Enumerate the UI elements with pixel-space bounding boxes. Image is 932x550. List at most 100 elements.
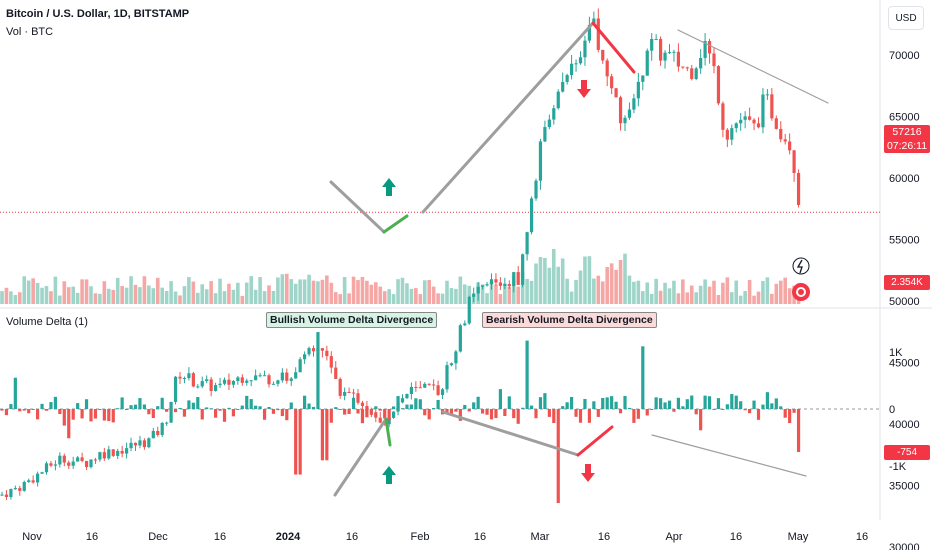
volume-bar xyxy=(556,266,561,304)
delta-bar xyxy=(712,409,716,410)
candle-body xyxy=(605,60,609,77)
candle-body xyxy=(716,66,721,104)
volume-bar xyxy=(173,291,178,304)
candle-body xyxy=(102,452,106,459)
delta-bar xyxy=(200,409,204,420)
volume-bar xyxy=(178,295,182,304)
volume-legend[interactable]: Vol · BTC xyxy=(6,26,54,38)
delta-bar xyxy=(347,409,351,414)
candle-body xyxy=(298,359,302,373)
delta-bar xyxy=(383,409,387,419)
volume-bar xyxy=(534,263,538,304)
delta-bar xyxy=(49,402,53,409)
delta-bar xyxy=(173,409,178,413)
candle-body xyxy=(258,375,262,377)
candle-body xyxy=(285,372,289,381)
delta-bar xyxy=(730,394,734,409)
candle-body xyxy=(583,40,587,58)
delta-bounce-line xyxy=(384,417,392,447)
volume-bar xyxy=(182,286,187,304)
volume-bar xyxy=(147,285,151,304)
candle-body xyxy=(120,450,124,454)
volume-bar xyxy=(681,279,685,304)
delta-bar xyxy=(783,409,787,418)
delta-bar xyxy=(67,409,71,439)
delta-bar xyxy=(400,408,405,410)
volume-bar xyxy=(391,294,396,304)
delta-bar xyxy=(512,409,516,419)
delta-bar xyxy=(209,408,213,410)
volume-bar xyxy=(516,286,520,304)
candle-body xyxy=(58,455,62,465)
delta-bar xyxy=(254,405,258,409)
candle-body xyxy=(472,293,476,297)
delta-bar xyxy=(756,409,761,420)
volume-bar xyxy=(75,292,80,304)
candle-body xyxy=(307,348,311,355)
indicator-legend[interactable]: Volume Delta (1) xyxy=(6,316,88,328)
delta-value-tag: -754 xyxy=(884,445,930,460)
volume-bar xyxy=(369,284,374,304)
candle-body xyxy=(632,98,636,110)
candle-body xyxy=(218,383,222,386)
candle-body xyxy=(343,391,347,396)
delta-rise-line xyxy=(576,425,614,457)
delta-bar xyxy=(788,409,792,424)
volume-bar xyxy=(271,290,276,304)
bearish-divergence-label: Bearish Volume Delta Divergence xyxy=(482,312,657,328)
volume-bar xyxy=(382,291,387,304)
delta-bar xyxy=(578,409,583,423)
candle-body xyxy=(667,52,672,54)
delta-bar xyxy=(676,397,680,409)
volume-bar xyxy=(13,294,18,304)
delta-bar xyxy=(476,396,480,409)
candle-body xyxy=(191,373,195,387)
volume-bar xyxy=(191,281,196,304)
candle-body xyxy=(360,402,365,406)
volume-bar xyxy=(307,274,311,304)
candle-body xyxy=(187,373,191,379)
candle-body xyxy=(601,49,605,61)
volume-bar xyxy=(698,285,703,304)
volume-bar xyxy=(503,283,507,304)
volume-bar xyxy=(311,280,316,304)
candle-body xyxy=(44,463,49,473)
volume-bar xyxy=(676,293,681,304)
delta-bar xyxy=(129,405,133,409)
volume-bar xyxy=(765,277,770,304)
candle-body xyxy=(209,379,213,391)
chart-title[interactable]: Bitcoin / U.S. Dollar, 1D, BITSTAMP xyxy=(6,8,190,20)
up-arrow-icon xyxy=(382,178,396,196)
delta-bar xyxy=(556,409,560,504)
volume-bar xyxy=(667,288,672,304)
volume-bar xyxy=(672,280,676,304)
volume-bar xyxy=(609,263,614,304)
candle-body xyxy=(93,459,98,461)
candle-body xyxy=(543,127,547,142)
delta-bar xyxy=(271,409,276,414)
candle-body xyxy=(320,348,324,351)
delta-bar xyxy=(423,409,427,416)
volume-bar xyxy=(694,292,698,304)
volume-bar xyxy=(387,289,391,304)
candle-body xyxy=(592,18,596,25)
candle-body xyxy=(788,141,792,151)
currency-button[interactable]: USD xyxy=(888,6,924,30)
volume-bar xyxy=(485,293,489,304)
price-tick-label: 65000 xyxy=(889,112,920,124)
volume-bar xyxy=(44,286,49,304)
volume-bar xyxy=(111,289,116,304)
volume-bar xyxy=(405,283,409,304)
candle-body xyxy=(89,459,93,468)
delta-bar xyxy=(4,409,9,416)
volume-bar xyxy=(236,282,240,304)
volume-bar xyxy=(712,280,716,304)
flash-icon xyxy=(796,259,803,274)
candle-body xyxy=(654,38,658,40)
delta-bar xyxy=(574,409,578,417)
delta-bar xyxy=(133,404,138,409)
candle-body xyxy=(699,58,703,69)
candle-body xyxy=(739,119,743,124)
candle-body xyxy=(9,488,13,498)
